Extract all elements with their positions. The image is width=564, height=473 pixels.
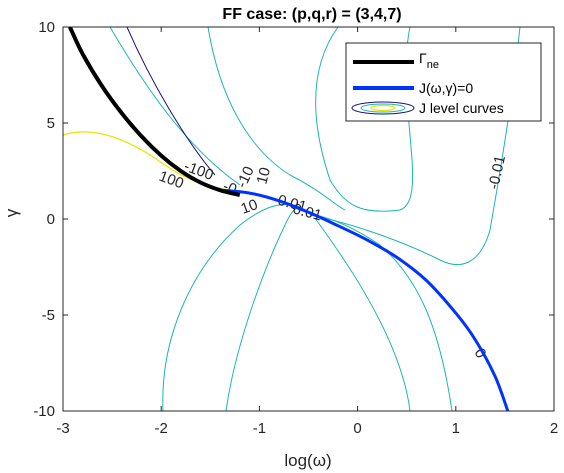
contour-teal-right-low [314,214,453,411]
x-tick-label: 0 [353,420,361,437]
x-tick-label: -1 [253,420,266,437]
x-axis-ticks: -3 -2 -1 0 1 2 [56,27,558,437]
legend-contour-label: J level curves [419,100,504,116]
contour-teal-upper-mid [207,27,346,211]
contour-teal-ring [315,27,414,212]
y-axis-label: γ [2,208,21,217]
series-gamma-ne-line [68,27,241,197]
legend-gamma-label: Γne [419,50,439,71]
x-axis-label: log(ω) [284,451,331,470]
legend-jzero-label: J(ω,γ)=0 [419,80,473,96]
legend-box [345,42,542,122]
contour-label: 10 [253,166,274,187]
series-j-zero-line [219,188,510,411]
legend-contour-swatch [351,101,415,115]
x-tick-label: 1 [452,420,460,437]
legend-gamma-main: Γ [419,50,427,66]
x-tick-label: -3 [56,420,69,437]
y-axis-ticks: 10 5 0 -5 -10 [33,19,554,420]
y-tick-label: 0 [47,211,55,228]
contour-label: -0.01 [485,154,509,191]
y-tick-label: -5 [42,307,55,324]
contour-label: 10 [239,196,260,218]
contour-teal-right-neg001 [309,27,521,265]
legend: Γne J(ω,γ)=0 J level curves [345,42,542,122]
contour-teal-mid-low [225,207,306,411]
contour-teal-topleft [109,27,241,186]
x-tick-label: 2 [550,420,558,437]
legend-gamma-subscript: ne [427,59,439,71]
y-tick-label: 5 [47,115,55,132]
x-tick-label: -2 [155,420,168,437]
y-tick-label: -10 [33,403,55,420]
chart-title: FF case: (p,q,r) = (3,4,7) [222,6,401,23]
contour-teal-left-low [162,203,301,411]
y-tick-label: 10 [38,19,55,36]
contour-navy-upper [126,27,216,176]
contour-teal-center-low [314,217,411,411]
